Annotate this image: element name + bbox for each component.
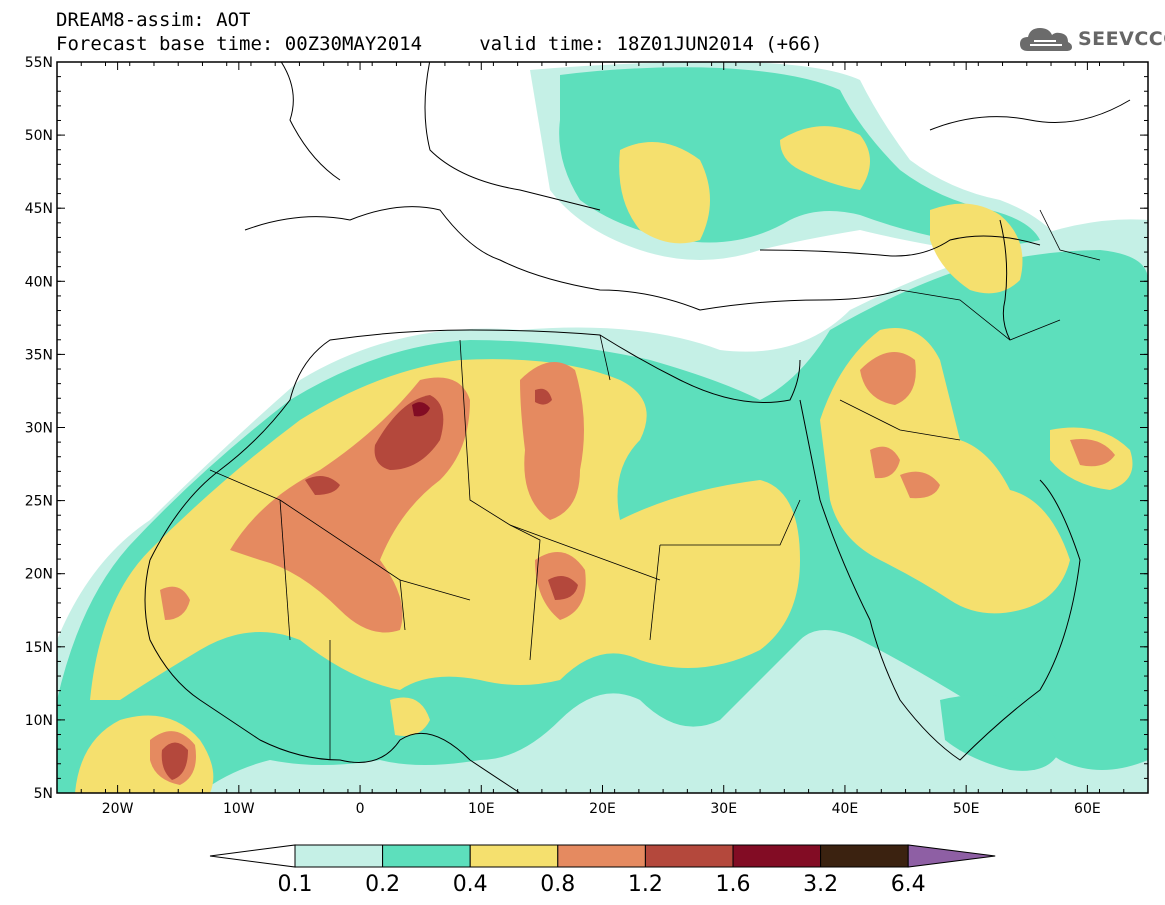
lon-label: 40E xyxy=(832,801,859,817)
lat-ticks xyxy=(57,61,1148,794)
map-subtitle: Forecast base time: 00Z30MAY2014 valid t… xyxy=(56,33,823,55)
colorbar-segment xyxy=(644,844,734,868)
colorbar-label: 3.2 xyxy=(803,872,838,897)
lon-label: 50E xyxy=(953,801,980,817)
colorbar-segment xyxy=(557,844,646,868)
lon-label: 20E xyxy=(589,801,616,817)
coastlines xyxy=(144,62,1131,793)
colorbar-segment xyxy=(382,844,471,868)
lat-label: 35N xyxy=(25,347,53,363)
colorbar-label: 1.6 xyxy=(716,872,751,897)
lon-label: 10W xyxy=(223,801,255,817)
logo-text: SEEVCCC xyxy=(1078,28,1165,50)
lon-labels: 20W 10W 0 10E 20E 30E 40E 50E 60E xyxy=(102,801,1101,817)
seevccc-logo: SEEVCCC xyxy=(1018,22,1165,56)
lat-label: 10N xyxy=(25,713,53,729)
colorbar-segment xyxy=(294,844,384,868)
lat-label: 50N xyxy=(25,128,53,144)
colorbar-under-arrow xyxy=(209,844,296,868)
lat-label: 45N xyxy=(25,201,53,217)
lon-label: 30E xyxy=(710,801,737,817)
lat-label: 20N xyxy=(25,567,53,583)
colorbar-label: 0.8 xyxy=(540,872,575,897)
colorbar-labels: 0.1 0.2 0.4 0.8 1.2 1.6 3.2 6.4 xyxy=(278,872,926,897)
lat-labels: 55N 50N 45N 40N 35N 30N 25N 20N 15N 10N 5N xyxy=(25,55,53,802)
lat-label: 40N xyxy=(25,274,53,290)
colorbar-segment xyxy=(820,844,909,868)
lat-label: 55N xyxy=(25,55,53,71)
aot-field xyxy=(57,62,1148,793)
lon-label: 0 xyxy=(356,801,365,817)
lat-label: 30N xyxy=(25,421,53,437)
colorbar-segment xyxy=(469,844,559,868)
lon-label: 20W xyxy=(102,801,134,817)
cloud-icon xyxy=(1020,28,1072,51)
aot-level-1.6 xyxy=(412,402,430,417)
colorbar-label: 0.1 xyxy=(278,872,313,897)
lat-label: 5N xyxy=(34,786,53,802)
colorbar-segment xyxy=(732,844,822,868)
country-borders xyxy=(209,209,1101,760)
lon-label: 10E xyxy=(468,801,495,817)
colorbar-label: 1.2 xyxy=(628,872,663,897)
lon-label: 60E xyxy=(1074,801,1101,817)
lat-label: 25N xyxy=(25,494,53,510)
lat-label: 15N xyxy=(25,640,53,656)
colorbar-label: 0.4 xyxy=(453,872,488,897)
colorbar-label: 0.2 xyxy=(365,872,400,897)
lon-ticks xyxy=(56,62,1149,793)
map-title: DREAM8-assim: AOT xyxy=(56,9,251,31)
aot-level-1.2 xyxy=(161,388,578,780)
colorbar-label: 6.4 xyxy=(891,872,926,897)
colorbar-over-arrow xyxy=(907,844,996,868)
colorbar xyxy=(209,844,996,868)
